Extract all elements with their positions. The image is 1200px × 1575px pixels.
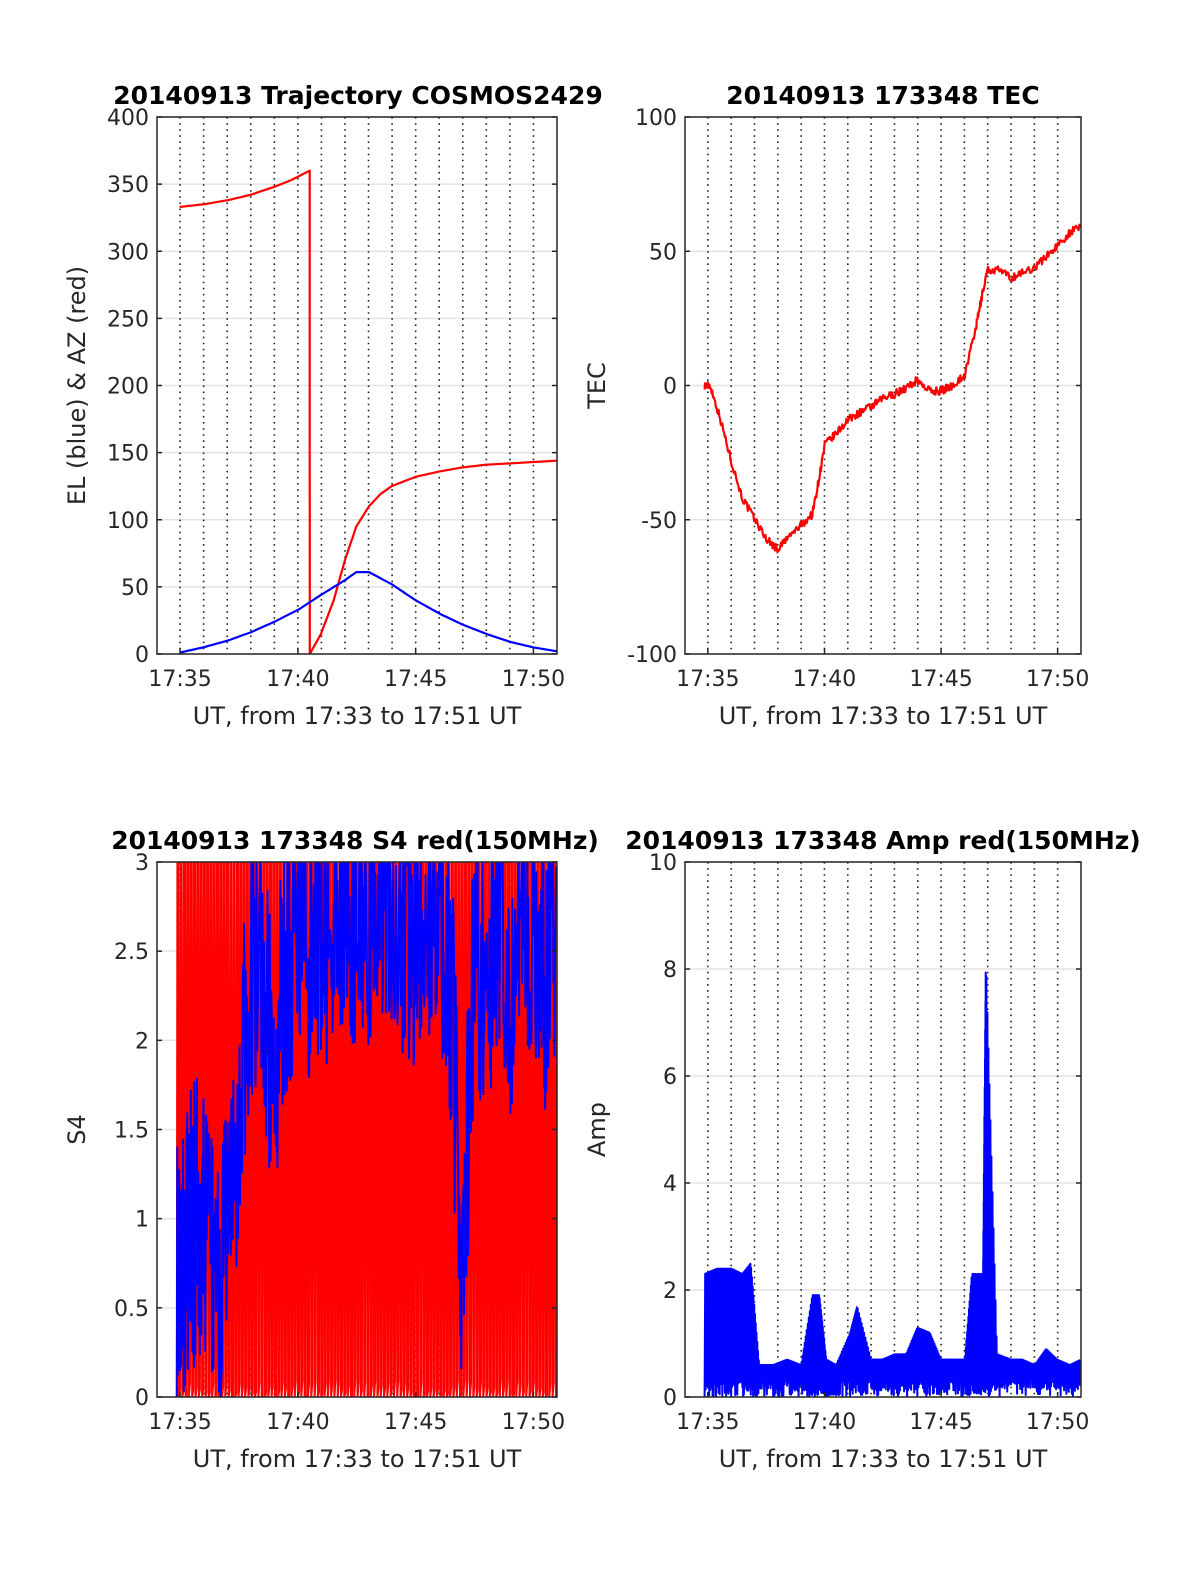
y-tick-label: 2: [663, 1279, 677, 1304]
y-tick-label: -50: [641, 509, 677, 534]
y-tick-label: 200: [107, 375, 149, 400]
y-tick-label: 100: [635, 106, 677, 131]
y-tick-label: 0: [135, 643, 149, 668]
x-tick-label: 17:45: [384, 667, 447, 692]
chart-panel-3: 0 0.5 1 1.5 2 2.5 3 17:35 17:40 17:45 17:50 2014091…: [63, 826, 599, 1473]
x-axis-label: UT, from 17:33 to 17:51 UT: [719, 1445, 1048, 1473]
chart-panel-4: 0 2 4 6 8 10 17:35 17:40 17:45 17:50 20140913 1733…: [583, 826, 1141, 1473]
chart-title: 20140913 173348 S4 red(150MHz): [111, 826, 599, 855]
x-tick-label: 17:50: [502, 1410, 565, 1435]
y-tick-label: 250: [107, 307, 149, 332]
y-tick-label: 4: [663, 1172, 677, 1197]
x-tick-label: 17:45: [909, 1410, 972, 1435]
y-axis-label: S4: [63, 1114, 91, 1145]
series-group: [175, 862, 557, 1397]
y-tick-label: 1.5: [114, 1119, 149, 1144]
y-tick-label: 400: [107, 106, 149, 131]
x-tick-label: 17:50: [502, 667, 565, 692]
axes-box: [684, 861, 1082, 1398]
y-axis-label: TEC: [583, 362, 611, 410]
series-line-1: [703, 223, 1081, 554]
x-tick-label: 17:35: [148, 1410, 211, 1435]
series-line-1: [179, 169, 557, 654]
chart-title: 20140913 Trajectory COSMOS2429: [113, 81, 603, 110]
x-tick-label: 17:50: [1026, 1410, 1089, 1435]
y-tick-label: 2: [135, 1029, 149, 1054]
y-axis-label: Amp: [583, 1102, 611, 1157]
y-tick-label: 2.5: [114, 940, 149, 965]
y-tick-label: 50: [121, 576, 149, 601]
x-tick-label: 17:45: [909, 667, 972, 692]
series-group: [703, 223, 1081, 554]
series-group: [179, 169, 557, 654]
x-tick-label: 17:40: [266, 667, 329, 692]
y-tick-label: 300: [107, 240, 149, 265]
y-tick-label: 8: [663, 958, 677, 983]
y-tick-label: 1: [135, 1208, 149, 1233]
y-tick-label: 0: [663, 375, 677, 400]
y-tick-label: 6: [663, 1065, 677, 1090]
x-tick-label: 17:45: [384, 1410, 447, 1435]
y-tick-label: 100: [107, 509, 149, 534]
y-tick-label: 150: [107, 442, 149, 467]
y-tick-label: 0: [135, 1386, 149, 1411]
chart-title: 20140913 173348 TEC: [726, 81, 1039, 110]
x-axis-label: UT, from 17:33 to 17:51 UT: [719, 702, 1048, 730]
x-axis-label: UT, from 17:33 to 17:51 UT: [193, 702, 522, 730]
x-tick-label: 17:40: [793, 1410, 856, 1435]
x-tick-label: 17:35: [676, 667, 739, 692]
x-axis-label: UT, from 17:33 to 17:51 UT: [193, 1445, 522, 1473]
x-tick-label: 17:35: [148, 667, 211, 692]
series-group: [703, 971, 1081, 1397]
y-tick-label: 3: [135, 851, 149, 876]
x-tick-label: 17:35: [676, 1410, 739, 1435]
y-tick-label: 50: [649, 240, 677, 265]
y-tick-label: 350: [107, 173, 149, 198]
y-tick-label: 10: [649, 851, 677, 876]
series-line-1: [703, 971, 1081, 1397]
chart-title: 20140913 173348 Amp red(150MHz): [625, 826, 1141, 855]
y-tick-label: -100: [627, 643, 677, 668]
chart-panel-1: 0 50 100 150 200 250 300 350 400 17:35 17:40 17:45 1…: [63, 81, 603, 730]
series-line-2: [179, 570, 557, 654]
series-line-2: [175, 862, 557, 1397]
x-tick-label: 17:50: [1026, 667, 1089, 692]
x-tick-label: 17:40: [793, 667, 856, 692]
y-tick-label: 0.5: [114, 1297, 149, 1322]
chart-panel-2: -100 -50 0 50 100 17:35 17:40 17:45 17:50 2014091…: [583, 81, 1089, 730]
x-tick-label: 17:40: [266, 1410, 329, 1435]
y-tick-label: 0: [663, 1386, 677, 1411]
y-axis-label: EL (blue) & AZ (red): [63, 266, 91, 505]
